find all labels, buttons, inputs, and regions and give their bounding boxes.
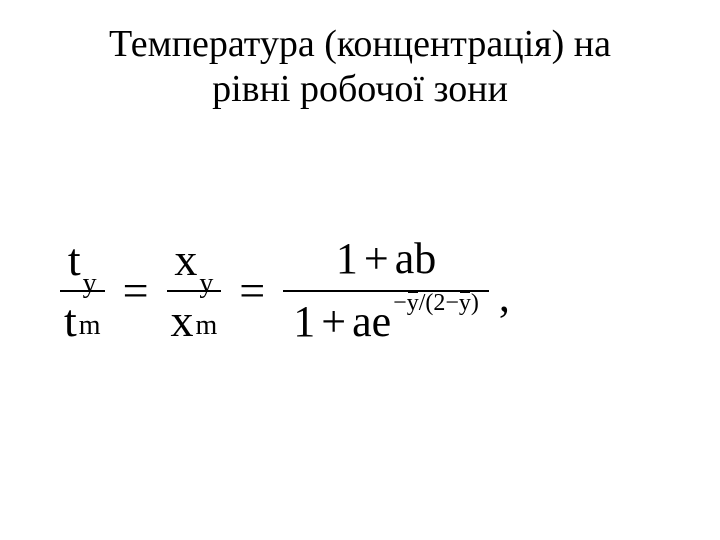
numerator-ty: t y [64, 235, 101, 286]
var-ab: ab [395, 235, 437, 283]
var-x: x [171, 296, 194, 347]
minus-sign: − [393, 290, 407, 317]
trailing-comma: , [499, 271, 510, 322]
equals-sign: = [239, 264, 265, 317]
y-bar: y [459, 290, 471, 317]
denominator-tm: t m [60, 296, 105, 347]
sub-y: y [199, 268, 213, 300]
exponent: − y / ( 2 − y ) [393, 290, 479, 317]
slide-title: Температура (концентрація) на рівні робо… [0, 22, 720, 112]
plus-sign: + [321, 298, 346, 346]
fraction-rhs: 1 + ab 1 + ae − y / ( 2 − y ) [283, 235, 489, 346]
sub-y: y [83, 268, 97, 300]
rparen: ) [471, 290, 479, 317]
numerator-rhs: 1 + ab [326, 235, 446, 283]
fraction-ty-tm: t y t m [60, 235, 105, 346]
y-bar: y [407, 290, 419, 317]
lparen: ( [425, 290, 433, 317]
title-line-1: Температура (концентрація) на [109, 23, 611, 65]
var-ae: ae [352, 298, 391, 346]
var-x: x [174, 235, 197, 286]
slide: Температура (концентрація) на рівні робо… [0, 0, 720, 540]
num-2: 2 [433, 290, 445, 317]
numerator-xy: x y [170, 235, 217, 286]
formula: t y t m = x y x m = 1 [60, 235, 660, 346]
var-t: t [68, 235, 81, 286]
minus-sign: − [445, 290, 459, 317]
num-1: 1 [293, 298, 315, 346]
title-line-2: рівні робочої зони [212, 68, 508, 110]
fraction-xy-xm: x y x m [167, 235, 222, 346]
equals-sign: = [123, 264, 149, 317]
denominator-rhs: 1 + ae − y / ( 2 − y ) [283, 298, 489, 346]
num-1: 1 [336, 235, 358, 283]
sub-m: m [196, 310, 218, 342]
plus-sign: + [364, 235, 389, 283]
sub-m: m [79, 310, 101, 342]
denominator-xm: x m [167, 296, 222, 347]
var-t: t [64, 296, 77, 347]
slash: / [419, 290, 426, 317]
